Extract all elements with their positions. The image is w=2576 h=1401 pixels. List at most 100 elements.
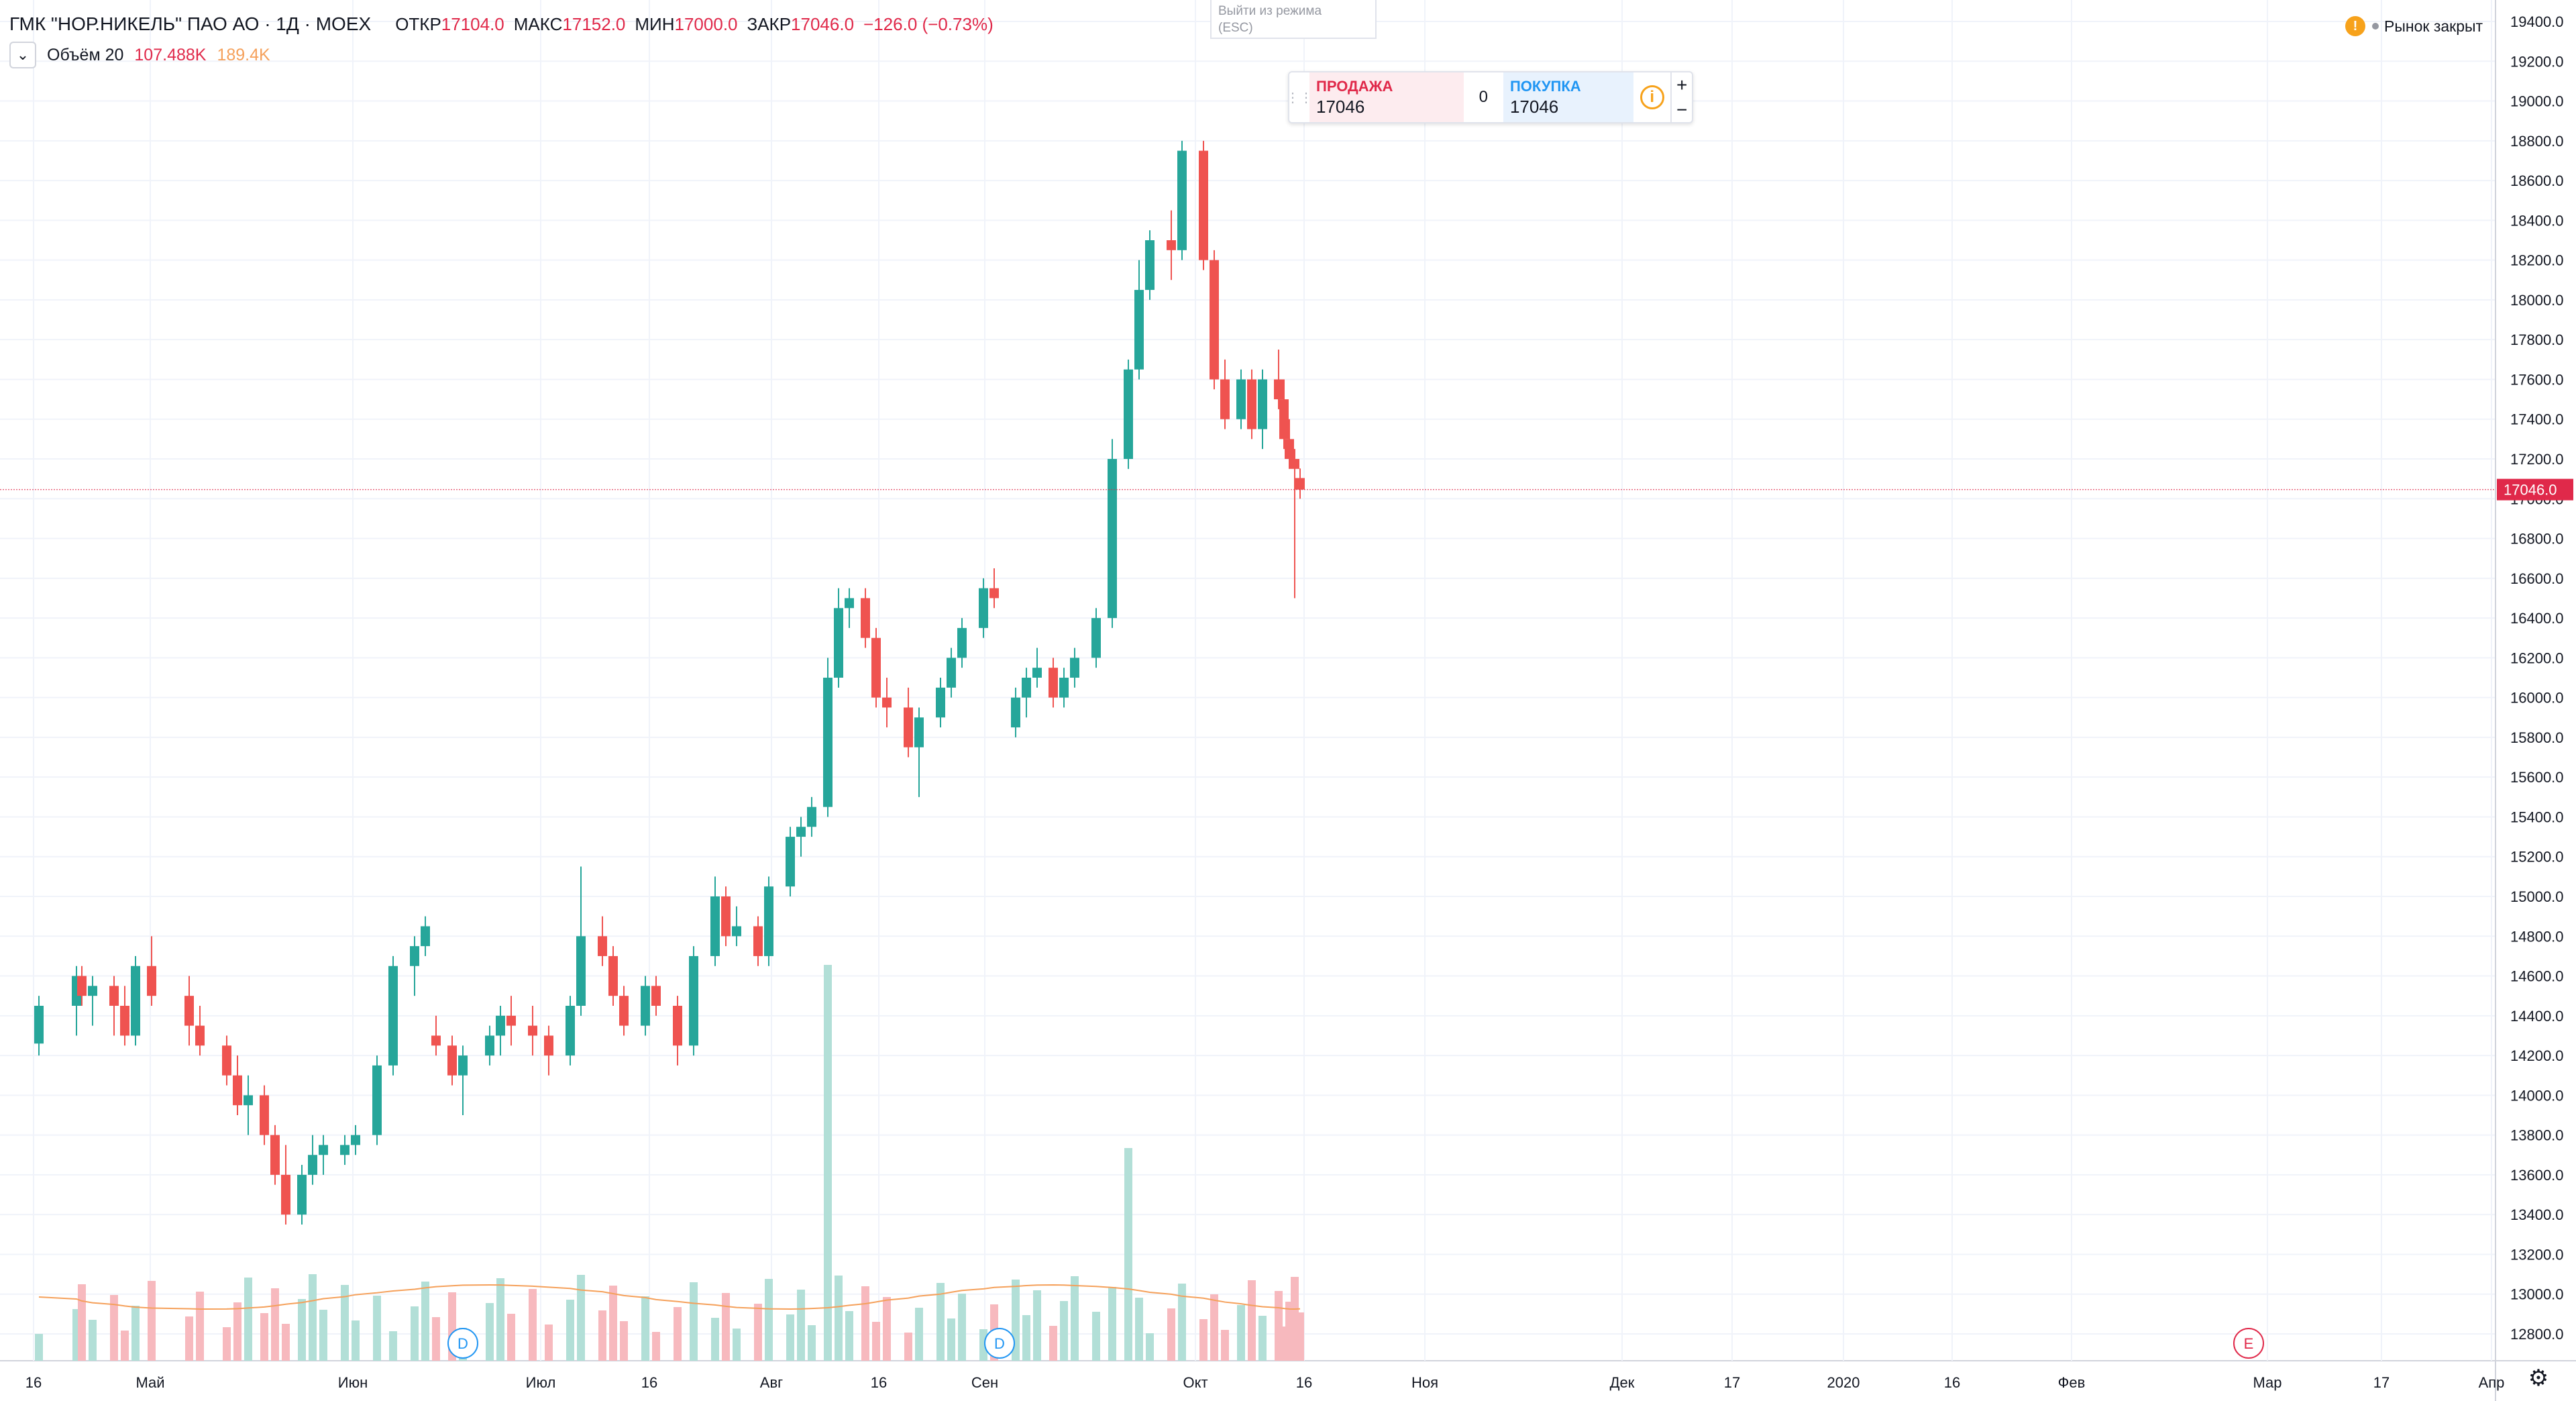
- candle-body: [447, 1045, 457, 1076]
- candle-body: [1247, 379, 1256, 429]
- candle-body: [1220, 379, 1230, 419]
- candle-body: [1145, 240, 1155, 291]
- last-price-badge: [2497, 478, 2573, 501]
- candle-body: [651, 986, 661, 1006]
- volume-bar: [282, 1324, 290, 1361]
- candle-body: [485, 1035, 494, 1056]
- volume-bar: [486, 1303, 494, 1361]
- info-button[interactable]: i: [1633, 72, 1670, 122]
- candle-body: [410, 946, 419, 966]
- sell-button[interactable]: ПРОДАЖА 17046: [1309, 72, 1464, 122]
- volume-bar: [765, 1279, 773, 1361]
- minus-button[interactable]: −: [1676, 99, 1688, 120]
- candle-body: [1070, 658, 1079, 678]
- candle-body: [1124, 369, 1133, 459]
- volume-legend: ⌄ Объём 20 107.488K 189.4K: [9, 42, 270, 68]
- price-tick-label: 19400.0: [2510, 13, 2564, 30]
- volume-bar: [1146, 1333, 1154, 1361]
- volume-value: 107.488K: [134, 45, 207, 64]
- marker-label: D: [458, 1335, 468, 1352]
- candle-body: [1177, 150, 1187, 250]
- candle-body: [1199, 150, 1208, 260]
- price-tick-label: 14800.0: [2510, 928, 2564, 945]
- volume-label[interactable]: Объём 20: [47, 45, 124, 64]
- price-tick-label: 15200.0: [2510, 849, 2564, 866]
- volume-bar: [861, 1286, 869, 1361]
- candle-body: [120, 1006, 129, 1036]
- candle-body: [710, 896, 720, 956]
- candle-body: [131, 966, 140, 1036]
- volume-bar: [1124, 1148, 1132, 1361]
- marker-label: E: [2244, 1335, 2254, 1352]
- candle-body: [184, 996, 194, 1026]
- earnings-marker[interactable]: [2233, 1328, 2264, 1359]
- candle-body: [1011, 697, 1020, 728]
- exit-fullscreen-button[interactable]: Выйти из режима (ESC): [1210, 0, 1377, 39]
- candle-body: [270, 1135, 280, 1175]
- volume-bar: [196, 1292, 204, 1361]
- volume-bar: [271, 1288, 279, 1361]
- price-tick-label: 17800.0: [2510, 331, 2564, 348]
- time-tick-label: 16: [25, 1374, 42, 1391]
- plus-button[interactable]: +: [1676, 74, 1688, 95]
- volume-bar: [545, 1325, 553, 1361]
- volume-bar: [131, 1306, 140, 1361]
- market-status[interactable]: ! Рынок закрыт: [2345, 13, 2483, 39]
- volume-bar: [674, 1307, 682, 1361]
- volume-bar: [1296, 1312, 1304, 1361]
- volume-bar: [598, 1310, 606, 1361]
- time-tick-label: 16: [1296, 1374, 1312, 1391]
- price-tick-label: 13800.0: [2510, 1127, 2564, 1144]
- price-tick-label: 13400.0: [2510, 1206, 2564, 1223]
- time-tick-label: 17: [2373, 1374, 2390, 1391]
- volume-bar: [733, 1329, 741, 1361]
- candle-body: [297, 1174, 307, 1215]
- candle-body: [989, 588, 999, 599]
- candle-body: [88, 986, 97, 996]
- candle-body: [244, 1095, 253, 1106]
- drag-handle-icon[interactable]: ⋮⋮: [1286, 90, 1313, 105]
- sell-label: ПРОДАЖА: [1316, 78, 1393, 95]
- time-tick-label: Сен: [971, 1374, 998, 1391]
- time-tick-label: Май: [136, 1374, 164, 1391]
- open-value: 17104.0: [441, 13, 504, 34]
- dividend-marker[interactable]: [984, 1328, 1015, 1359]
- chevron-down-icon[interactable]: ⌄: [9, 42, 36, 68]
- volume-bar: [711, 1318, 719, 1361]
- price-tick-label: 15000.0: [2510, 888, 2564, 905]
- candle-body: [576, 936, 586, 1006]
- price-tick-label: 17200.0: [2510, 451, 2564, 468]
- volume-bar: [1033, 1290, 1041, 1361]
- price-tick-label: 17400.0: [2510, 411, 2564, 428]
- volume-bar: [1178, 1284, 1186, 1361]
- volume-bar: [936, 1283, 945, 1361]
- candle-body: [566, 1006, 575, 1056]
- last-price-label: 17046.0: [2504, 482, 2557, 499]
- volume-bar: [223, 1327, 231, 1361]
- buy-button[interactable]: ПОКУПКА 17046: [1503, 72, 1633, 122]
- candle-body: [506, 1015, 516, 1026]
- price-tick-label: 18400.0: [2510, 212, 2564, 229]
- candle-body: [308, 1155, 317, 1175]
- candle-body: [807, 807, 816, 827]
- volume-bar: [786, 1314, 794, 1361]
- candle-body: [1091, 618, 1101, 658]
- candle-body: [1022, 678, 1031, 698]
- volume-bar: [244, 1278, 252, 1361]
- gear-icon[interactable]: ⚙: [2528, 1365, 2549, 1391]
- candle-body: [753, 926, 763, 956]
- candle-body: [914, 717, 924, 747]
- symbol-title[interactable]: ГМК "НОР.НИКЕЛЬ" ПАО АО · 1Д · MOEX: [9, 13, 372, 34]
- volume-bar: [110, 1295, 118, 1361]
- time-tick-label: 16: [871, 1374, 887, 1391]
- volume-bar: [319, 1310, 327, 1361]
- volume-bar: [78, 1284, 86, 1361]
- volume-bar: [298, 1299, 306, 1361]
- price-tick-label: 13600.0: [2510, 1167, 2564, 1184]
- time-tick-label: Фев: [2058, 1374, 2086, 1391]
- candle-body: [721, 896, 731, 937]
- volume-bar: [1248, 1280, 1256, 1361]
- time-tick-label: Июл: [526, 1374, 556, 1391]
- dividend-marker[interactable]: [447, 1328, 478, 1359]
